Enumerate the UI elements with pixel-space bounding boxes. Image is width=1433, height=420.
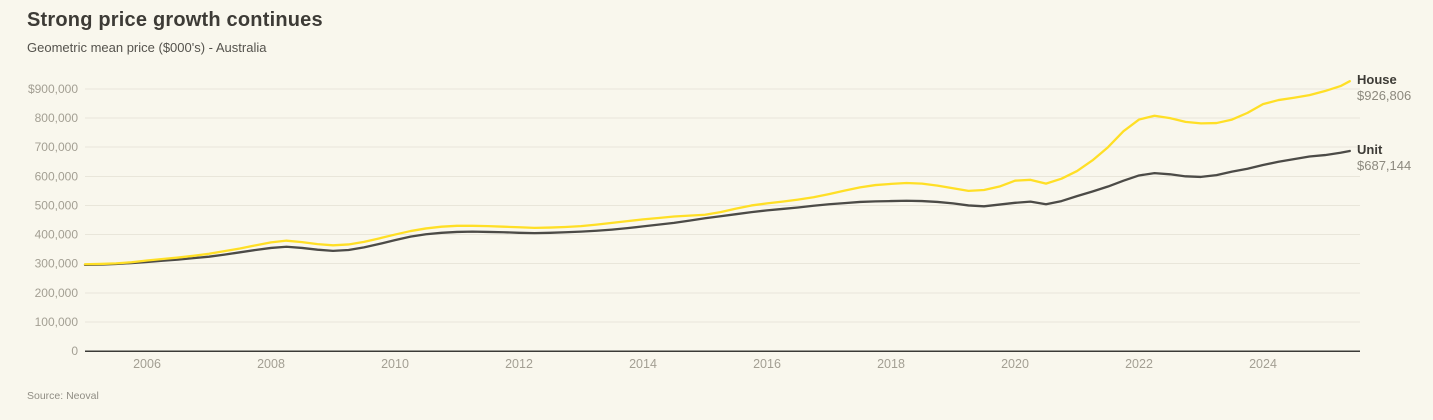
series-label-unit: Unit $687,144 [1357, 142, 1411, 174]
y-axis-tick-label: 200,000 [35, 286, 79, 300]
y-axis-tick-label: $900,000 [28, 82, 78, 96]
house-price-line [83, 80, 1351, 266]
y-axis-tick-label: 0 [71, 344, 78, 358]
y-axis-tick-label: 300,000 [35, 257, 79, 271]
y-axis-tick-label: 800,000 [35, 111, 79, 125]
unit-price-line [83, 149, 1351, 266]
series-name-unit: Unit [1357, 141, 1383, 157]
y-axis-tick-label: 100,000 [35, 315, 79, 329]
x-axis-tick-label: 2024 [1249, 357, 1277, 371]
x-axis-tick-label: 2018 [877, 357, 905, 371]
series-value-house: $926,806 [1357, 88, 1412, 104]
source-note: Source: Neoval [27, 390, 99, 402]
x-axis-tick-label: 2010 [381, 357, 409, 371]
y-axis-tick-label: 500,000 [35, 198, 79, 212]
x-axis-tick-label: 2020 [1001, 357, 1029, 371]
y-axis-tick-label: 600,000 [35, 169, 79, 183]
x-axis-tick-label: 2016 [753, 357, 781, 371]
chart-subtitle: Geometric mean price ($000's) - Australi… [27, 40, 267, 55]
x-axis-tick-label: 2022 [1125, 357, 1153, 371]
x-axis-tick-label: 2006 [133, 357, 161, 371]
series-name-house: House [1357, 72, 1397, 88]
x-axis-tick-label: 2008 [257, 357, 285, 371]
chart-title: Strong price growth continues [27, 9, 323, 31]
y-axis-tick-label: 700,000 [35, 140, 79, 154]
x-axis-tick-label: 2012 [505, 357, 533, 371]
x-axis-tick-label: 2014 [629, 357, 657, 371]
series-value-unit: $687,144 [1357, 157, 1412, 173]
y-axis-tick-label: 400,000 [35, 228, 79, 242]
series-label-house: House $926,806 [1357, 72, 1411, 104]
